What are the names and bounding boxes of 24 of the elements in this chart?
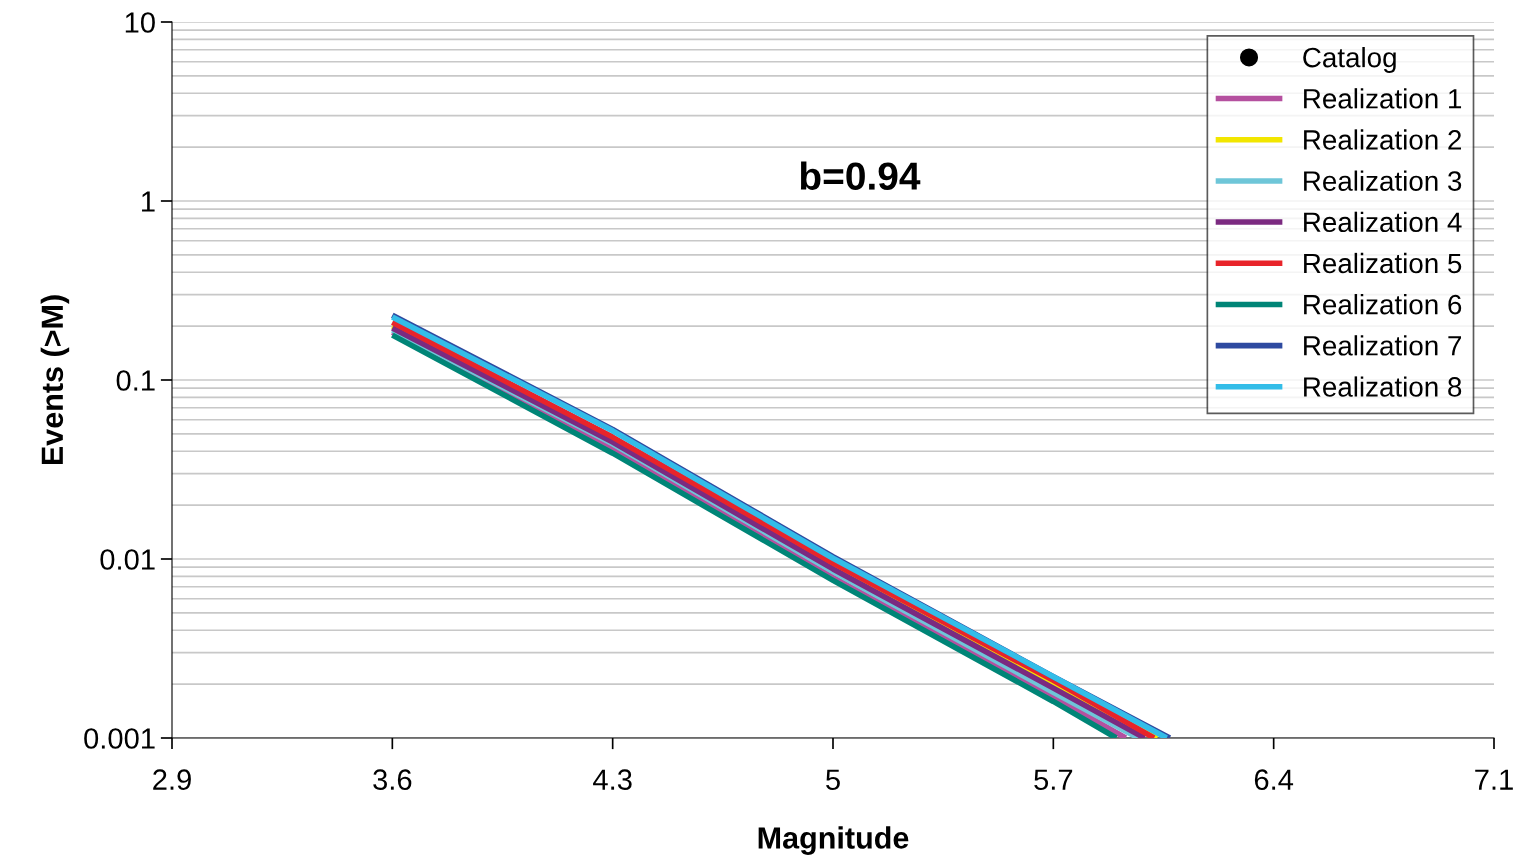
legend-label: Realization 1: [1304, 88, 1462, 109]
x-tick-label: 2.9: [153, 769, 191, 790]
legend-label: Realization 7: [1304, 335, 1461, 356]
x-tick-label: 3.6: [373, 769, 412, 790]
x-axis-title: Magnitude: [758, 826, 909, 855]
legend-label: Realization 8: [1304, 376, 1462, 397]
y-tick-label: 0.01: [100, 549, 155, 570]
legend-label: Realization 4: [1304, 211, 1462, 233]
x-tick-label: 5: [826, 769, 840, 790]
x-tick-label: 5.7: [1034, 769, 1073, 790]
legend-label: Realization 2: [1304, 129, 1461, 150]
y-tick-label: 0.1: [116, 370, 155, 391]
y-tick-label: 10: [125, 12, 155, 33]
x-tick-label: 7.1: [1475, 769, 1513, 790]
y-axis-title: Events (>M): [40, 295, 70, 465]
x-tick-label: 6.4: [1254, 769, 1294, 790]
legend-label: Realization 5: [1304, 252, 1462, 274]
y-tick-label: 0.001: [84, 728, 155, 749]
x-tick-label: 4.3: [593, 769, 632, 790]
legend-label: Catalog: [1303, 47, 1396, 73]
y-tick-label: 1: [142, 191, 155, 212]
legend-label: Realization 3: [1304, 170, 1462, 191]
annotation: b=0.94: [800, 161, 921, 190]
legend-label: Realization 6: [1304, 294, 1462, 315]
